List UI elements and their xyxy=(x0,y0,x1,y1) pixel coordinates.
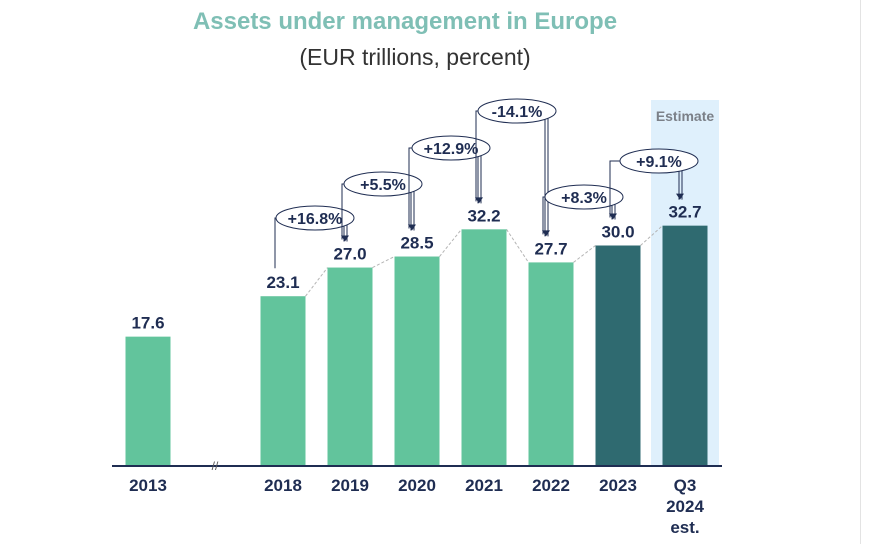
annotation-oval xyxy=(544,184,624,210)
growth-annotation: +5.5% xyxy=(341,171,423,240)
value-label: 28.5 xyxy=(400,234,433,253)
annotation-oval xyxy=(477,98,557,124)
connector-lines xyxy=(305,225,663,297)
connector-line xyxy=(573,245,596,263)
value-label: 17.6 xyxy=(131,314,164,333)
bar-q3 xyxy=(662,225,708,466)
x-tick-label: 2022 xyxy=(532,476,570,495)
value-label: 32.7 xyxy=(668,203,701,222)
annotation-arrowhead xyxy=(609,213,617,220)
growth-annotation: -14.1% xyxy=(475,98,557,237)
bar-2021 xyxy=(461,229,507,466)
annotation-arrowhead xyxy=(676,193,684,200)
annotation-arrowhead xyxy=(341,235,349,242)
growth-annotation: +16.8% xyxy=(274,205,355,269)
annotation-label: -14.1% xyxy=(492,104,543,121)
value-labels: 17.6 23.1 27.0 28.5 32.2 27.7 30.0 32.7 xyxy=(131,203,701,333)
x-tick-label: 2018 xyxy=(264,476,302,495)
growth-annotation: +9.1% xyxy=(609,148,699,218)
value-label: 30.0 xyxy=(601,223,634,242)
value-label: 23.1 xyxy=(266,273,299,292)
estimate-label: Estimate xyxy=(656,108,715,124)
axis-break-mark: // xyxy=(212,459,219,473)
annotation-oval xyxy=(275,205,355,231)
annotation-label: +5.5% xyxy=(360,177,406,194)
annotation-label: +9.1% xyxy=(636,154,682,171)
growth-annotation: +8.3% xyxy=(542,184,624,235)
x-tick-label: 2013 xyxy=(129,476,167,495)
annotation-label: +8.3% xyxy=(561,190,607,207)
chart-subtitle: (EUR trillions, percent) xyxy=(299,44,531,70)
x-tick-labels: 2013 2018 2019 2020 2021 2022 2023 Q3 2024 est. xyxy=(129,476,704,537)
bar-2023 xyxy=(595,245,641,466)
annotation-arrowhead xyxy=(408,224,416,231)
connector-line xyxy=(506,229,529,263)
annotation-arrowhead xyxy=(475,197,483,204)
annotation-arrowhead xyxy=(542,230,550,237)
annotation-oval xyxy=(343,171,423,197)
x-tick-label: 2019 xyxy=(331,476,369,495)
x-tick-label: Q3 2024 est. xyxy=(666,476,704,537)
annotation-oval xyxy=(411,135,491,161)
x-tick-label: 2020 xyxy=(398,476,436,495)
value-label: 32.2 xyxy=(467,206,500,225)
connector-line xyxy=(439,229,462,257)
chart-title: Assets under management in Europe xyxy=(192,8,618,35)
annotation-label: +16.8% xyxy=(288,211,343,228)
bars xyxy=(125,225,708,466)
x-tick-label: 2023 xyxy=(599,476,637,495)
bar-2020 xyxy=(394,256,440,466)
connector-line xyxy=(372,256,395,268)
bar-2019 xyxy=(327,267,373,466)
annotation-bracket-right xyxy=(547,110,549,237)
bar-2022 xyxy=(528,262,574,466)
panel-divider xyxy=(860,0,861,544)
annotation-oval xyxy=(619,148,699,174)
value-label: 27.7 xyxy=(534,239,567,258)
bar-2018 xyxy=(260,296,306,466)
bar-2013 xyxy=(125,336,171,466)
growth-annotations: +16.8% +5.5% +12.9% -14.1% +8.3% +9.1% xyxy=(274,98,699,269)
connector-line xyxy=(305,267,328,297)
x-tick-label: 2021 xyxy=(465,476,503,495)
annotation-label: +12.9% xyxy=(424,141,479,158)
value-label: 27.0 xyxy=(333,245,366,264)
growth-annotation: +12.9% xyxy=(408,135,491,229)
